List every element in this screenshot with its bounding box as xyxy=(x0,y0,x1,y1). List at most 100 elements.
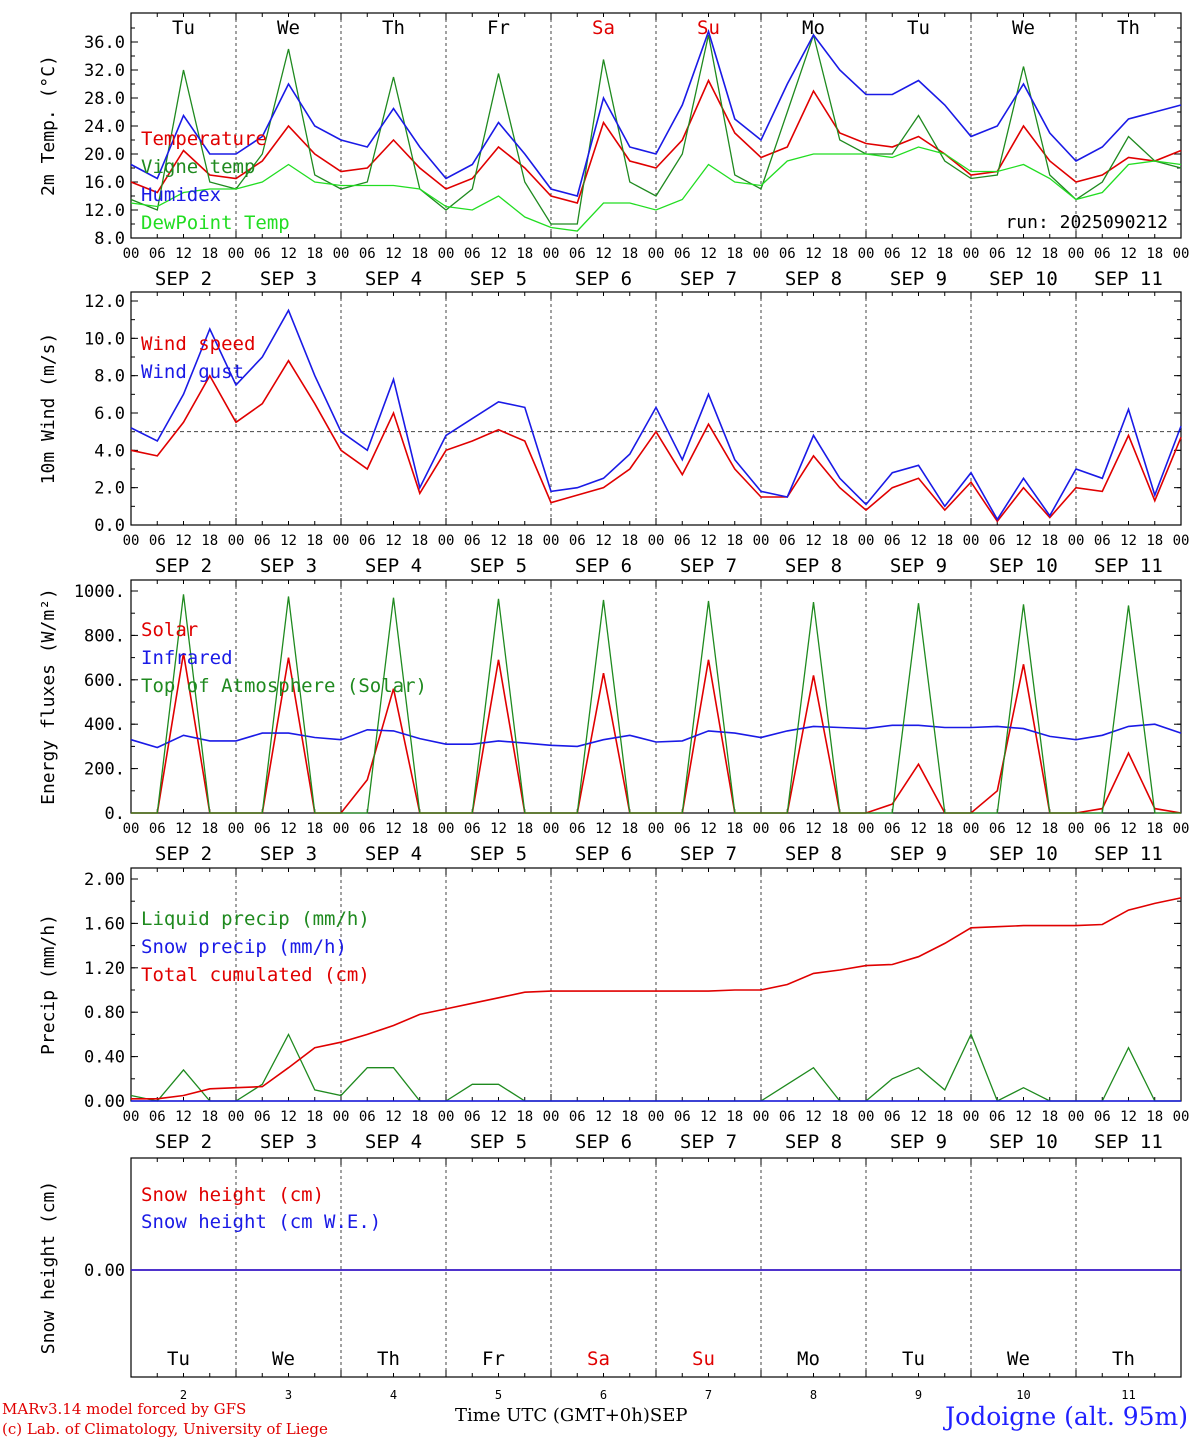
y-axis-label: Energy fluxes (W/m²) xyxy=(38,588,59,805)
date-label: SEP 9 xyxy=(890,555,947,577)
date-label: SEP 3 xyxy=(260,1131,317,1153)
day-number-label: 8 xyxy=(810,1388,817,1402)
hour-tick-label: 12 xyxy=(1120,533,1137,549)
date-label: SEP 8 xyxy=(785,555,842,577)
hour-tick-label: 00 xyxy=(1173,1109,1190,1125)
hour-tick-label: 18 xyxy=(621,246,638,262)
hour-tick-label: 06 xyxy=(359,533,376,549)
hour-tick-label: 06 xyxy=(1094,533,1111,549)
hour-tick-label: 06 xyxy=(884,246,901,262)
hour-tick-label: 12 xyxy=(805,246,822,262)
series-line-red xyxy=(130,359,1182,523)
date-label: SEP 5 xyxy=(470,843,527,865)
weekday-label: Tu xyxy=(172,17,195,39)
chart-panel-1: 8.0 12.0 16.0 20.0 24.0 28.0 32.0 36.0 2m Temp. … xyxy=(38,12,1189,290)
legend-entry: Wind speed xyxy=(141,333,255,355)
y-tick-label: 20.0 xyxy=(84,145,125,165)
date-label: SEP 10 xyxy=(989,555,1058,577)
hour-tick-label: 18 xyxy=(411,821,428,837)
date-label: SEP 10 xyxy=(989,843,1058,865)
hour-tick-label: 12 xyxy=(490,246,507,262)
hour-tick-label: 18 xyxy=(1041,533,1058,549)
hour-tick-label: 18 xyxy=(831,821,848,837)
hour-tick-label: 12 xyxy=(385,246,402,262)
y-axis-label: 10m Wind (m/s) xyxy=(38,333,59,485)
hour-tick-label: 12 xyxy=(385,1109,402,1125)
hour-tick-label: 00 xyxy=(543,821,560,837)
weekday-label: Fr xyxy=(487,17,510,39)
hour-tick-label: 00 xyxy=(1068,821,1085,837)
y-tick-label: 0.00 xyxy=(84,1092,125,1112)
hour-tick-label: 00 xyxy=(963,821,980,837)
hour-tick-label: 12 xyxy=(280,246,297,262)
hour-tick-label: 12 xyxy=(910,1109,927,1125)
hour-tick-label: 18 xyxy=(516,533,533,549)
date-label: SEP 3 xyxy=(260,843,317,865)
y-tick-label: 6.0 xyxy=(94,404,125,424)
chart-panel-3: 0. 200. 400. 600. 800. 1000. Energy fluxes (W/… xyxy=(38,579,1189,865)
hour-tick-label: 18 xyxy=(726,821,743,837)
legend-entry: Solar xyxy=(141,619,198,641)
hour-tick-label: 06 xyxy=(569,246,586,262)
date-label: SEP 8 xyxy=(785,268,842,290)
y-tick-label: 0.0 xyxy=(94,516,125,536)
station-name: Jodoigne (alt. 95m) xyxy=(945,1402,1188,1431)
y-tick-label: 28.0 xyxy=(84,89,125,109)
day-number-label: 7 xyxy=(705,1388,712,1402)
weekday-label: Mo xyxy=(802,17,825,39)
hour-tick-label: 18 xyxy=(306,533,323,549)
y-tick-label: 16.0 xyxy=(84,173,125,193)
date-label: SEP 9 xyxy=(890,1131,947,1153)
hour-tick-label: 06 xyxy=(359,821,376,837)
legend-entry: Humidex xyxy=(141,184,221,206)
day-number-label: 4 xyxy=(390,1388,397,1402)
hour-tick-label: 06 xyxy=(464,821,481,837)
y-axis-label: 2m Temp. (°C) xyxy=(38,55,59,196)
hour-tick-label: 00 xyxy=(1068,533,1085,549)
hour-tick-label: 12 xyxy=(595,821,612,837)
date-label: SEP 2 xyxy=(155,843,212,865)
y-tick-label: 32.0 xyxy=(84,61,125,81)
hour-tick-label: 18 xyxy=(936,246,953,262)
hour-tick-label: 18 xyxy=(201,1109,218,1125)
date-label: SEP 2 xyxy=(155,268,212,290)
hour-tick-label: 06 xyxy=(779,246,796,262)
day-number-label: 6 xyxy=(600,1388,607,1402)
hour-tick-label: 00 xyxy=(123,821,140,837)
hour-tick-label: 00 xyxy=(438,533,455,549)
hour-tick-label: 00 xyxy=(858,533,875,549)
weekday-label: We xyxy=(272,1348,295,1370)
date-label: SEP 7 xyxy=(680,843,737,865)
date-label: SEP 4 xyxy=(365,268,422,290)
hour-tick-label: 00 xyxy=(333,246,350,262)
hour-tick-label: 18 xyxy=(306,246,323,262)
legend-entry: Vigne temp xyxy=(141,156,255,178)
hour-tick-label: 06 xyxy=(1094,246,1111,262)
hour-tick-label: 06 xyxy=(149,821,166,837)
weekday-label: Su xyxy=(692,1348,715,1370)
hour-tick-label: 00 xyxy=(648,533,665,549)
hour-tick-label: 12 xyxy=(175,1109,192,1125)
series-line-red xyxy=(131,897,1182,1100)
hour-tick-label: 00 xyxy=(858,821,875,837)
y-tick-label: 0. xyxy=(105,804,125,824)
hour-tick-label: 12 xyxy=(595,1109,612,1125)
hour-tick-label: 12 xyxy=(280,821,297,837)
hour-tick-label: 00 xyxy=(228,1109,245,1125)
hour-tick-label: 12 xyxy=(910,821,927,837)
hour-tick-label: 18 xyxy=(1041,1109,1058,1125)
hour-tick-label: 06 xyxy=(464,246,481,262)
date-label: SEP 11 xyxy=(1094,268,1163,290)
hour-tick-label: 06 xyxy=(989,246,1006,262)
y-tick-label: 12.0 xyxy=(84,201,125,221)
model-credits: MARv3.14 model forced by GFS (c) Lab. of… xyxy=(2,1399,328,1439)
y-tick-label: 200. xyxy=(84,760,125,780)
hour-tick-label: 06 xyxy=(254,1109,271,1125)
date-label: SEP 8 xyxy=(785,843,842,865)
hour-tick-label: 12 xyxy=(1120,821,1137,837)
hour-tick-label: 12 xyxy=(175,821,192,837)
hour-tick-label: 06 xyxy=(1094,821,1111,837)
weekday-label: Su xyxy=(697,17,720,39)
series-line-green xyxy=(131,594,1181,814)
series-line-green xyxy=(130,32,1182,225)
